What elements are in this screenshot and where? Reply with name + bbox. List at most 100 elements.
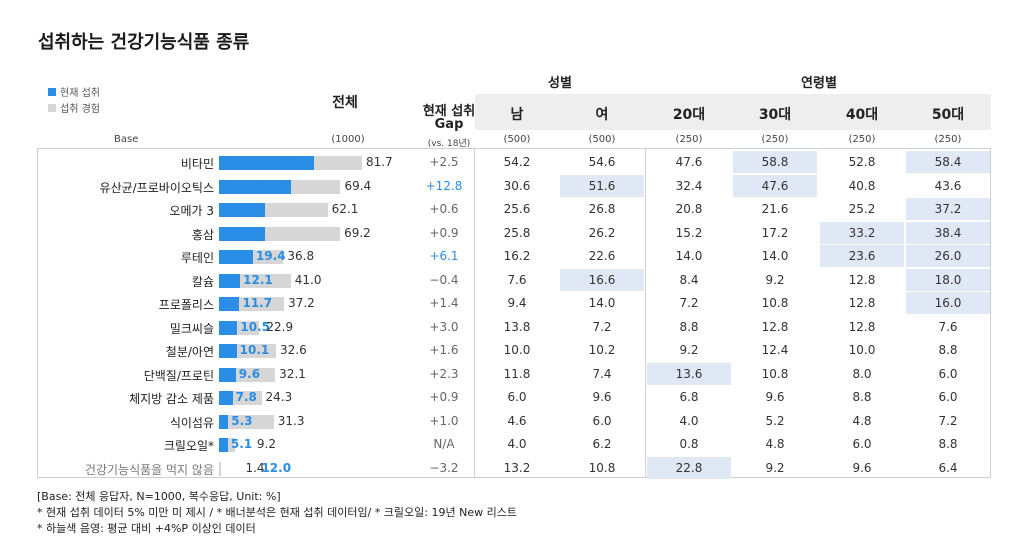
table-cell-age40: 4.8 <box>852 413 872 428</box>
header-age40: 40대 <box>845 107 879 123</box>
table-cell-female: 6.2 <box>592 437 612 451</box>
table-cell-age40: 12.8 <box>848 272 876 287</box>
header-female: 여 <box>595 107 609 123</box>
current-value-label: 19.4 <box>255 249 286 263</box>
table-cell-age30: 14.0 <box>761 249 789 263</box>
current-value-label: 26.0 <box>228 225 259 240</box>
table-cell-age50: 8.8 <box>938 343 958 357</box>
header-male: 남 <box>510 107 524 123</box>
base-label: Base <box>114 134 139 145</box>
current-bar <box>219 156 315 170</box>
table-cell-age30: 58.8 <box>733 151 817 173</box>
category-label: 칼슘 <box>191 274 214 289</box>
table-cell-age30: 10.8 <box>761 366 789 381</box>
table-cell-age20: 22.8 <box>647 456 731 479</box>
table-cell-age20: 15.2 <box>675 225 703 240</box>
legend-current-swatch <box>48 87 56 96</box>
table-cell-age20: 13.6 <box>647 362 731 385</box>
table-cell-male: 9.4 <box>507 296 527 310</box>
table-row: 밀크씨슬 10.5 22.9 +3.0 13.8 7.2 8.8 12.8 12.8 7.6 <box>0 316 1024 340</box>
divider-gender <box>645 148 646 478</box>
current-value-label: 9.6 <box>238 366 261 381</box>
gap-value: +3.0 <box>429 319 459 334</box>
category-label: 오메가 3 <box>169 204 214 218</box>
experience-value-label: 62.1 <box>331 202 359 216</box>
header-age20: 20대 <box>672 107 706 123</box>
table-cell-male: 54.2 <box>503 155 531 169</box>
table-cell-age20: 0.8 <box>679 437 699 451</box>
current-value-label: 12.0 <box>261 460 292 475</box>
table-cell-age40: 40.8 <box>848 178 876 193</box>
table-cell-age50: 37.2 <box>906 198 990 220</box>
current-value-label: 5.1 <box>230 437 253 451</box>
header-band <box>475 94 991 130</box>
table-cell-age50: 6.4 <box>938 460 958 475</box>
table-cell-age50: 7.6 <box>938 319 958 334</box>
table-cell-age20: 8.8 <box>679 319 699 334</box>
gap-value: −0.4 <box>429 272 459 287</box>
category-label: 루테인 <box>180 251 214 265</box>
experience-value-label: 41.0 <box>294 272 322 287</box>
current-bar <box>219 391 233 405</box>
current-value-label: 10.5 <box>240 319 270 334</box>
table-cell-age20: 6.8 <box>679 390 699 404</box>
table-row: 철분/아연 10.1 32.6 +1.6 10.0 10.2 9.2 12.4 10.0 8.8 <box>0 339 1024 363</box>
table-cell-age50: 6.0 <box>938 390 958 404</box>
footnote-1: [Base: 전체 응답자, N=1000, 복수응답, Unit: %] <box>37 490 281 503</box>
category-label: 프로폴리스 <box>158 298 214 312</box>
base-age40: (250) <box>848 134 876 145</box>
experience-value-label: 31.3 <box>277 413 305 428</box>
header-gender: 성별 <box>548 76 572 91</box>
table-cell-age20: 47.6 <box>675 155 703 169</box>
table-cell-age50: 18.0 <box>906 268 990 291</box>
base-total: (1000) <box>331 134 365 145</box>
legend-experience-label: 섭취 경험 <box>60 104 100 115</box>
table-cell-age30: 4.8 <box>765 437 785 451</box>
table-cell-female: 26.2 <box>588 225 616 240</box>
table-row: 비타민 54.4 81.7 +2.5 54.2 54.6 47.6 58.8 52.8 58.4 <box>0 151 1024 175</box>
table-cell-age40: 25.2 <box>848 202 876 216</box>
legend-current-label: 현재 섭취 <box>60 88 100 99</box>
page-title: 섭취하는 건강기능식품 종류 <box>38 32 250 53</box>
header-age30: 30대 <box>758 107 792 123</box>
table-cell-age40: 23.6 <box>820 245 904 267</box>
table-cell-female: 10.8 <box>588 460 616 475</box>
current-value-label: 41.1 <box>254 178 285 193</box>
gap-value: +1.6 <box>429 343 459 357</box>
base-age50: (250) <box>934 134 962 145</box>
base-age30: (250) <box>761 134 789 145</box>
table-cell-age30: 5.2 <box>765 413 785 428</box>
experience-value-label: 69.2 <box>344 225 371 240</box>
gap-value: N/A <box>433 437 455 451</box>
category-label: 체지방 감소 제품 <box>129 392 214 406</box>
table-cell-age50: 43.6 <box>934 178 962 193</box>
footnote-3: * 하늘색 음영: 평균 대비 +4%P 이상인 데이터 <box>37 522 256 535</box>
experience-value-label: 36.8 <box>287 249 315 263</box>
gap-value: +0.6 <box>429 202 459 216</box>
table-cell-age40: 12.8 <box>848 319 876 334</box>
category-label: 밀크씨슬 <box>169 321 214 336</box>
table-cell-age40: 33.2 <box>820 221 904 244</box>
table-cell-age30: 9.6 <box>765 390 785 404</box>
header-age50: 50대 <box>931 107 965 123</box>
table-cell-age20: 14.0 <box>675 249 703 263</box>
experience-value-label: 1.4 <box>245 460 265 475</box>
header-total: 전체 <box>332 95 358 111</box>
table-row: 오메가 3 26.2 62.1 +0.6 25.6 26.8 20.8 21.6 25.2 37.… <box>0 198 1024 222</box>
category-label: 단백질/프로틴 <box>143 368 214 383</box>
table-cell-age50: 8.8 <box>938 437 958 451</box>
table-cell-age40: 10.0 <box>848 343 876 357</box>
current-value-label: 10.1 <box>239 343 270 357</box>
base-age20: (250) <box>675 134 703 145</box>
current-bar <box>219 438 228 452</box>
table-row: 단백질/프로틴 9.6 32.1 +2.3 11.8 7.4 13.6 10.8 8.0 6.0 <box>0 362 1024 387</box>
gap-value: +0.9 <box>429 390 459 404</box>
table-cell-age30: 9.2 <box>765 272 785 287</box>
table-cell-female: 26.8 <box>588 202 616 216</box>
category-label: 홍삼 <box>191 227 214 242</box>
table-cell-female: 54.6 <box>588 155 616 169</box>
table-cell-age20: 7.2 <box>679 296 699 310</box>
table-cell-age50: 7.2 <box>938 413 958 428</box>
table-cell-female: 10.2 <box>588 343 616 357</box>
current-bar <box>219 320 238 335</box>
